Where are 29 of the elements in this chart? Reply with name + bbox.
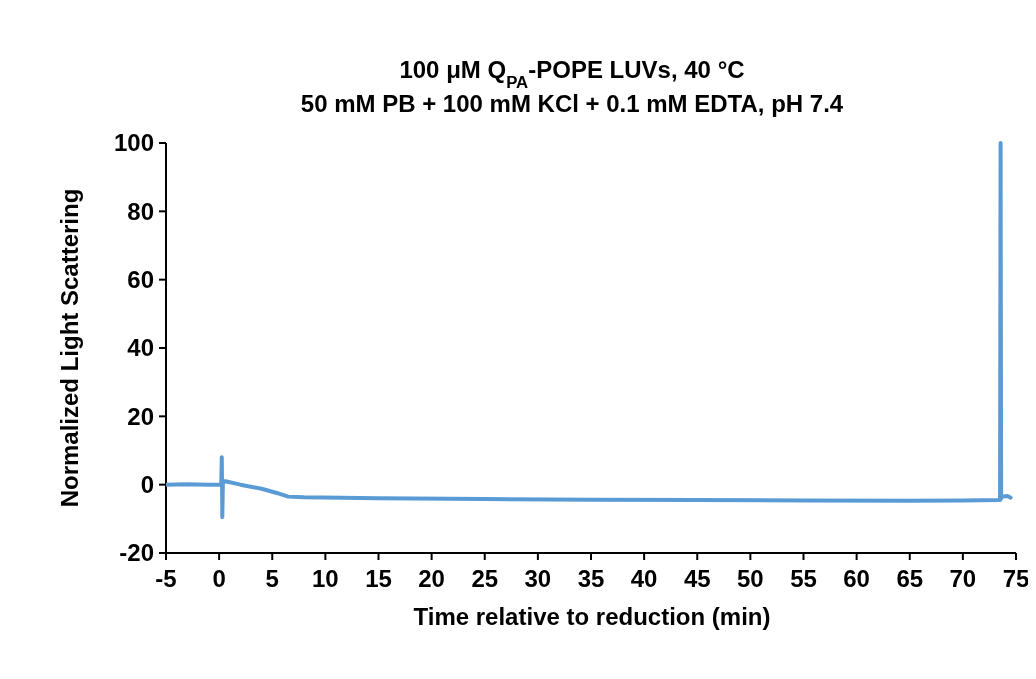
x-tick-label: 20 [418, 565, 445, 592]
x-tick-label: -5 [155, 565, 177, 592]
y-tick-label: -20 [119, 539, 154, 567]
x-tick-label: 35 [577, 565, 605, 592]
y-tick-label: 20 [127, 402, 154, 430]
x-tick-label: 50 [737, 565, 764, 592]
x-tick-label: 25 [471, 565, 499, 592]
x-tick-label: 40 [630, 565, 658, 592]
x-tick-label: 70 [949, 565, 977, 592]
chart-subtitle: 50 mM PB + 100 mM KCl + 0.1 mM EDTA, pH 7.4 [300, 90, 844, 117]
x-tick-label: 10 [312, 565, 339, 592]
chart-title: 100 μM Q$_{PA}$-POPE LUVs, 40 °C [399, 56, 745, 92]
x-tick-label: 30 [524, 565, 552, 592]
y-tick-label: 100 [113, 129, 154, 157]
x-tick-label: 75 [1002, 565, 1030, 592]
line-series [166, 141, 1013, 520]
y-axis-title: Normalized Light Scattering [56, 188, 83, 508]
y-tick-label: 80 [127, 197, 154, 225]
x-tick-label: 60 [843, 565, 870, 592]
x-tick-label: 55 [790, 565, 817, 592]
x-tick-label: 0 [212, 565, 226, 592]
x-tick-label: 5 [265, 565, 279, 592]
x-tick-label: 45 [683, 565, 711, 592]
y-tick-label: 40 [127, 334, 154, 362]
y-tick-label: 60 [127, 266, 154, 294]
x-tick-label: 15 [365, 565, 392, 592]
x-axis-title: Time relative to reduction (min) [413, 603, 771, 630]
y-tick-label: 0 [140, 471, 154, 499]
x-tick-label: 65 [896, 565, 924, 592]
